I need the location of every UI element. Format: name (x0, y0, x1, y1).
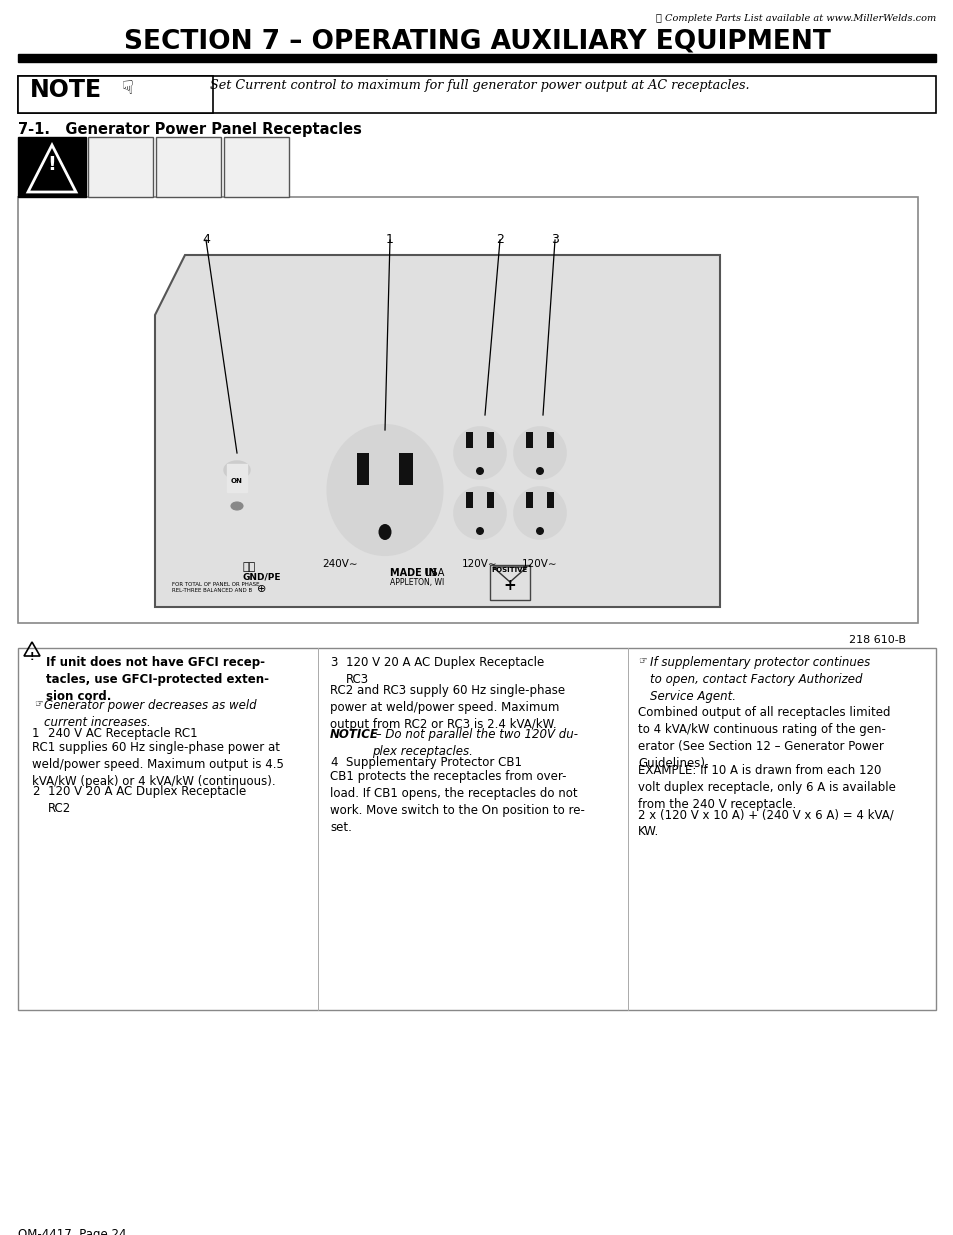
Text: CB1 protects the receptacles from over-
load. If CB1 opens, the receptacles do n: CB1 protects the receptacles from over- … (330, 769, 584, 834)
Text: 1: 1 (32, 727, 39, 740)
Bar (224, 137, 289, 198)
Bar (18, 198, 917, 622)
Text: !: ! (30, 652, 34, 662)
Bar (525, 432, 533, 448)
Text: ⊕: ⊕ (257, 584, 267, 594)
Text: 2: 2 (32, 785, 39, 798)
Bar (227, 464, 247, 492)
Bar (486, 492, 494, 508)
Ellipse shape (514, 427, 565, 479)
Text: ☞: ☞ (34, 699, 43, 709)
Text: ☟: ☟ (122, 79, 133, 98)
Text: APPLETON, WI: APPLETON, WI (390, 578, 444, 587)
Text: 120 V 20 A AC Duplex Receptacle
RC2: 120 V 20 A AC Duplex Receptacle RC2 (48, 785, 246, 815)
Text: 3: 3 (551, 233, 558, 246)
Text: Set Current control to maximum for full generator power output at AC receptacles: Set Current control to maximum for full … (210, 79, 749, 91)
Text: – Do not parallel the two 120V du-
plex receptacles.: – Do not parallel the two 120V du- plex … (372, 727, 578, 758)
Ellipse shape (253, 580, 271, 597)
Text: POSITIVE: POSITIVE (492, 567, 528, 573)
Bar (88, 137, 152, 198)
Ellipse shape (536, 467, 543, 475)
Text: 1: 1 (386, 233, 394, 246)
Text: RC2 and RC3 supply 60 Hz single-phase
power at weld/power speed. Maximum
output : RC2 and RC3 supply 60 Hz single-phase po… (330, 684, 564, 731)
Bar (546, 432, 554, 448)
Polygon shape (490, 564, 530, 600)
Text: Generator power decreases as weld
current increases.: Generator power decreases as weld curren… (44, 699, 256, 729)
Polygon shape (154, 254, 720, 606)
Ellipse shape (454, 487, 505, 538)
Text: 120 V 20 A AC Duplex Receptacle
RC3: 120 V 20 A AC Duplex Receptacle RC3 (346, 656, 543, 685)
Text: 120V∼: 120V∼ (461, 559, 497, 569)
Bar (356, 453, 369, 485)
Ellipse shape (224, 461, 250, 479)
Text: MADE IN: MADE IN (390, 568, 439, 578)
Bar (465, 492, 473, 508)
Text: If unit does not have GFCI recep-
tacles, use GFCI-protected exten-
sion cord.: If unit does not have GFCI recep- tacles… (46, 656, 269, 703)
Text: OM-4417  Page 24: OM-4417 Page 24 (18, 1228, 127, 1235)
Bar (398, 453, 413, 485)
Text: SECTION 7 – OPERATING AUXILIARY EQUIPMENT: SECTION 7 – OPERATING AUXILIARY EQUIPMEN… (124, 28, 829, 54)
Bar (18, 137, 86, 198)
Text: GND/PE: GND/PE (242, 572, 281, 580)
Text: NOTE: NOTE (30, 78, 102, 103)
Bar (486, 432, 494, 448)
Bar (525, 492, 533, 508)
Ellipse shape (476, 527, 483, 535)
Bar (18, 77, 213, 112)
Ellipse shape (454, 427, 505, 479)
Text: USA: USA (390, 568, 444, 578)
Bar (18, 54, 935, 62)
Bar (156, 137, 221, 198)
Bar (18, 77, 935, 112)
Ellipse shape (231, 501, 243, 510)
Bar (465, 432, 473, 448)
Ellipse shape (514, 487, 565, 538)
Text: ☞ Complete Parts List available at www.MillerWelds.com: ☞ Complete Parts List available at www.M… (655, 14, 935, 23)
Text: ⌢⌣: ⌢⌣ (243, 562, 256, 572)
Text: 2: 2 (496, 233, 503, 246)
Text: If supplementary protector continues
to open, contact Factory Authorized
Service: If supplementary protector continues to … (649, 656, 869, 703)
Text: Combined output of all receptacles limited
to 4 kVA/kW continuous rating of the : Combined output of all receptacles limit… (638, 706, 889, 769)
Text: Supplementary Protector CB1: Supplementary Protector CB1 (346, 756, 521, 769)
Text: !: ! (48, 156, 56, 174)
Text: FOR TOTAL OF PANEL OR PHASE
REL-THREE BALANCED AND B: FOR TOTAL OF PANEL OR PHASE REL-THREE BA… (172, 582, 259, 593)
Ellipse shape (378, 524, 391, 540)
Ellipse shape (476, 467, 483, 475)
Text: EXAMPLE: If 10 A is drawn from each 120
volt duplex receptacle, only 6 A is avai: EXAMPLE: If 10 A is drawn from each 120 … (638, 764, 895, 811)
Text: 4: 4 (202, 233, 210, 246)
Text: 2 x (120 V x 10 A) + (240 V x 6 A) = 4 kVA/
KW.: 2 x (120 V x 10 A) + (240 V x 6 A) = 4 k… (638, 808, 893, 839)
Bar (18, 648, 935, 1010)
Text: 3: 3 (330, 656, 337, 669)
Text: 218 610-B: 218 610-B (848, 635, 905, 645)
Bar (546, 492, 554, 508)
Text: 240 V AC Receptacle RC1: 240 V AC Receptacle RC1 (48, 727, 197, 740)
Text: NOTICE: NOTICE (330, 727, 378, 741)
Text: 240V∼: 240V∼ (322, 559, 357, 569)
Text: +: + (503, 578, 516, 593)
Text: RC1 supplies 60 Hz single-phase power at
weld/power speed. Maximum output is 4.5: RC1 supplies 60 Hz single-phase power at… (32, 741, 284, 788)
Text: 120V∼: 120V∼ (521, 559, 558, 569)
Text: 7-1.   Generator Power Panel Receptacles: 7-1. Generator Power Panel Receptacles (18, 122, 361, 137)
Text: ON: ON (231, 478, 243, 484)
Ellipse shape (327, 425, 442, 555)
Text: ☞: ☞ (638, 656, 646, 666)
Ellipse shape (536, 527, 543, 535)
Text: 4: 4 (330, 756, 337, 769)
